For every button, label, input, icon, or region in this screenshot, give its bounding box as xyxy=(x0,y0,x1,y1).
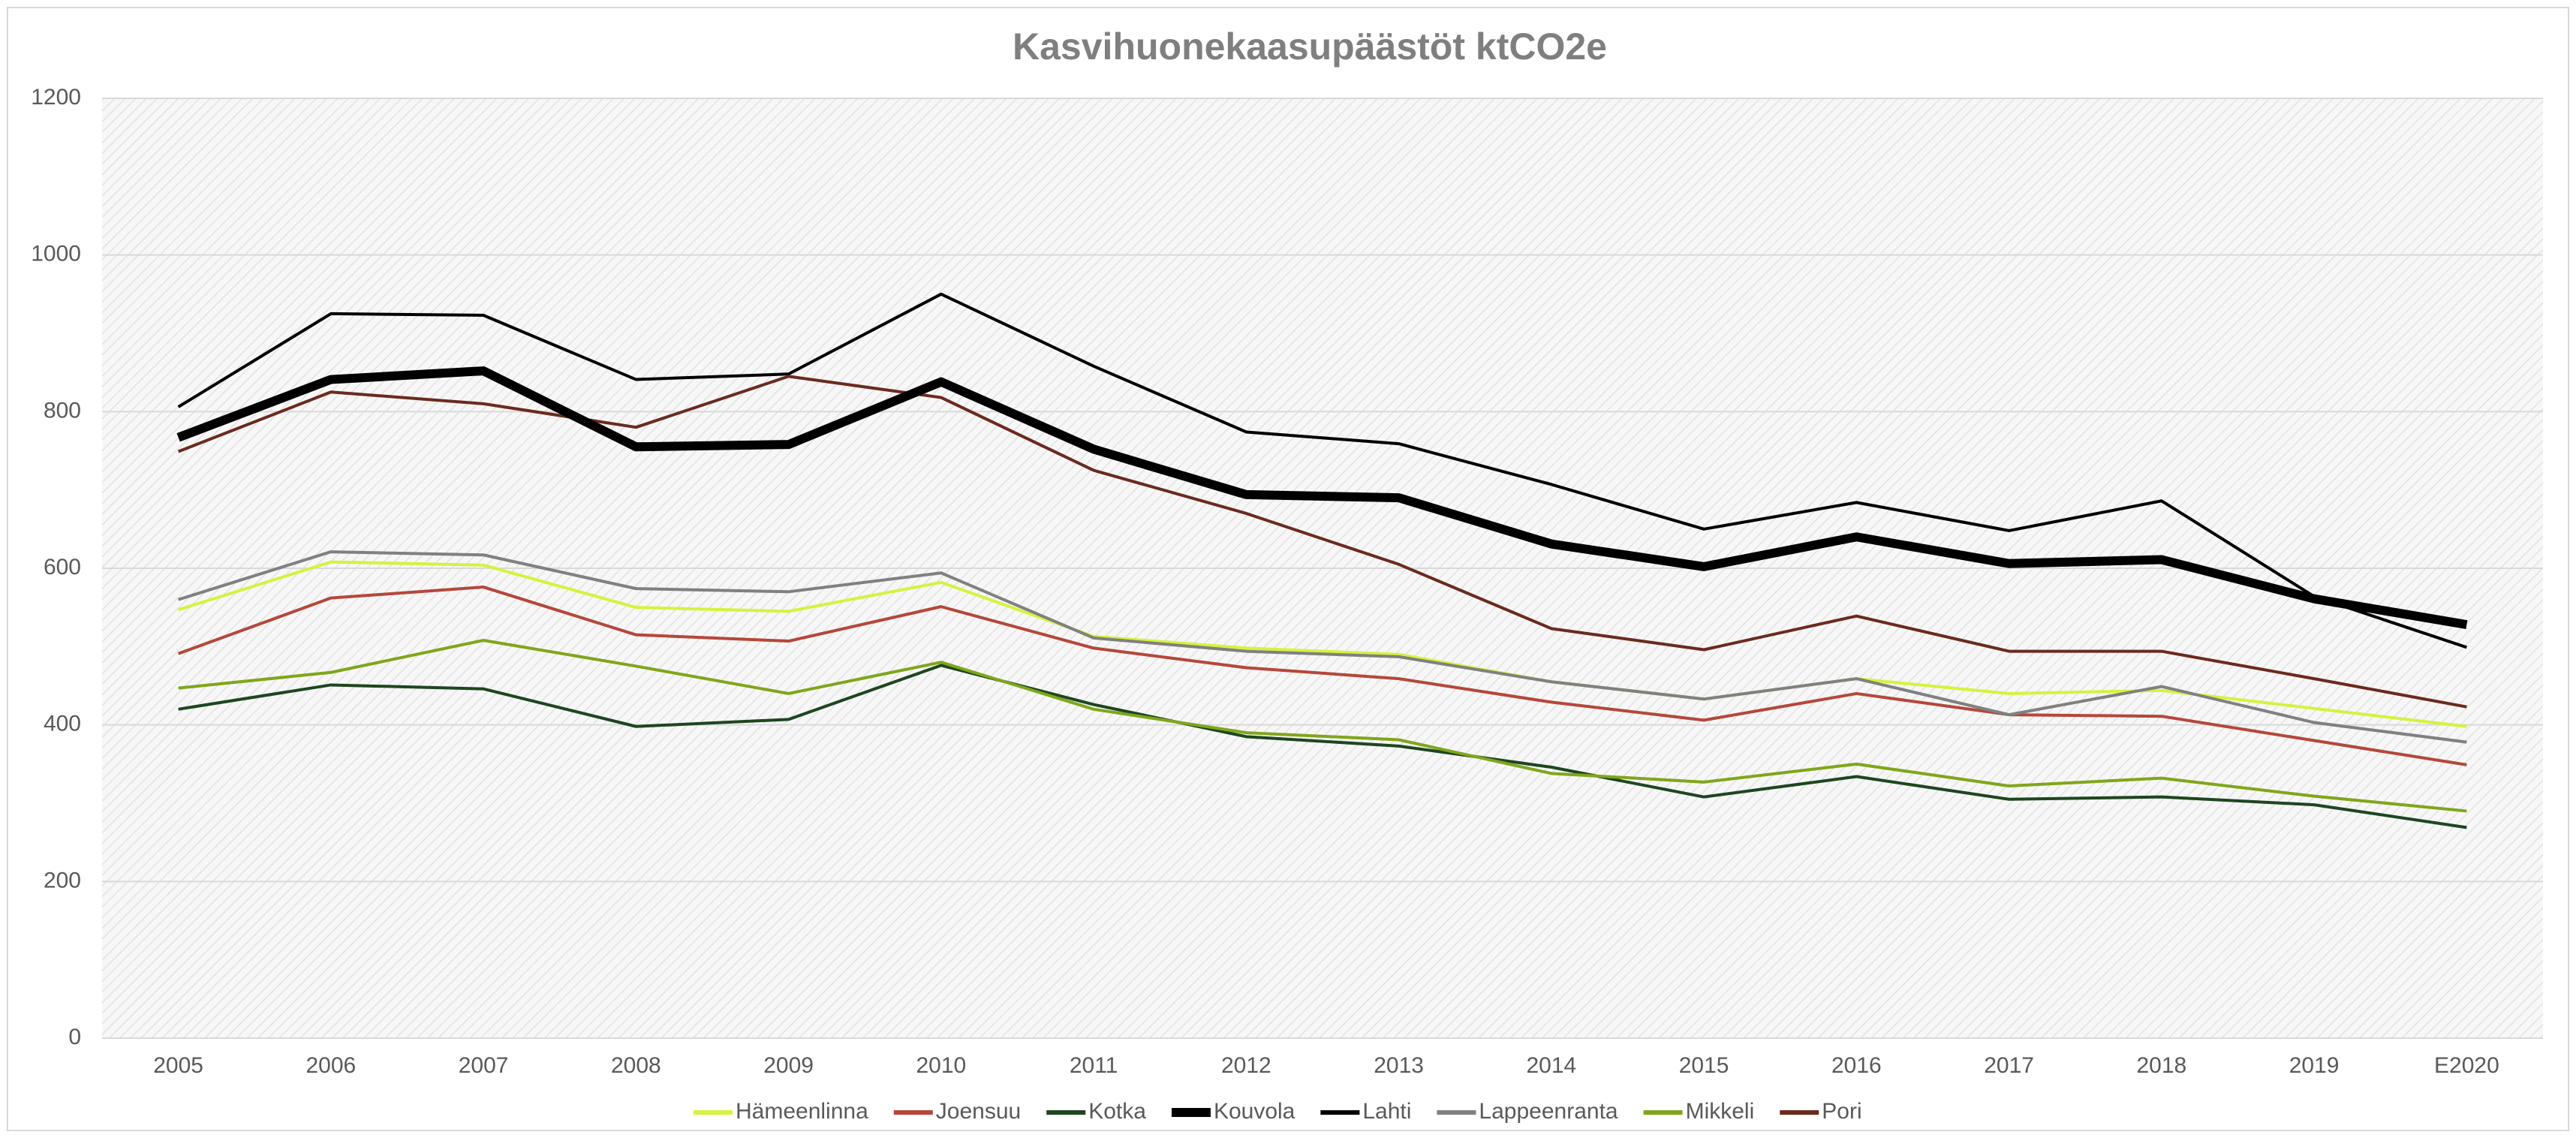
x-tick-label: 2009 xyxy=(763,1053,814,1078)
chart-title: Kasvihuonekaasupäästöt ktCO2e xyxy=(1013,26,1607,68)
x-tick-label: 2008 xyxy=(611,1053,661,1078)
x-tick-label: 2012 xyxy=(1221,1053,1271,1078)
series-line xyxy=(178,638,2467,813)
legend-label: Lappeenranta xyxy=(1479,1099,1618,1124)
y-tick-label: 400 xyxy=(44,712,81,736)
legend-label: Pori xyxy=(1822,1099,1861,1124)
x-tick-label: 2014 xyxy=(1527,1053,1577,1078)
x-tick-label: 2010 xyxy=(916,1053,967,1078)
x-tick-label: E2020 xyxy=(2434,1053,2499,1078)
x-tick-label: 2005 xyxy=(153,1053,203,1078)
legend-label: Lahti xyxy=(1362,1099,1411,1124)
x-tick-label: 2019 xyxy=(2289,1053,2340,1078)
legend-label: Joensuu xyxy=(936,1099,1021,1124)
legend-label: Hämeenlinna xyxy=(736,1099,868,1124)
legend-label: Mikkeli xyxy=(1686,1099,1755,1124)
y-tick-label: 200 xyxy=(44,868,81,893)
series-line xyxy=(178,664,2467,829)
y-tick-label: 1000 xyxy=(31,242,81,266)
series-line xyxy=(177,375,2467,709)
x-tick-label: 2011 xyxy=(1070,1053,1118,1078)
legend-label: Kotka xyxy=(1088,1099,1146,1124)
series-line xyxy=(176,366,2468,630)
x-tick-label: 2007 xyxy=(459,1053,509,1078)
y-tick-label: 1200 xyxy=(31,85,81,110)
y-tick-label: 600 xyxy=(44,555,81,580)
x-tick-label: 2006 xyxy=(306,1053,357,1078)
y-tick-label: 800 xyxy=(44,398,81,423)
series-line xyxy=(177,292,2468,649)
x-tick-label: 2018 xyxy=(2137,1053,2187,1078)
legend-label: Kouvola xyxy=(1214,1099,1296,1124)
series-line xyxy=(178,550,2467,744)
series-line xyxy=(177,586,2467,766)
x-tick-label: 2015 xyxy=(1679,1053,1729,1078)
x-tick-label: 2016 xyxy=(1831,1053,1882,1078)
x-tick-label: 2017 xyxy=(1984,1053,2034,1078)
x-tick-label: 2013 xyxy=(1374,1053,1424,1078)
y-tick-label: 0 xyxy=(68,1025,81,1049)
series-line xyxy=(178,560,2467,728)
